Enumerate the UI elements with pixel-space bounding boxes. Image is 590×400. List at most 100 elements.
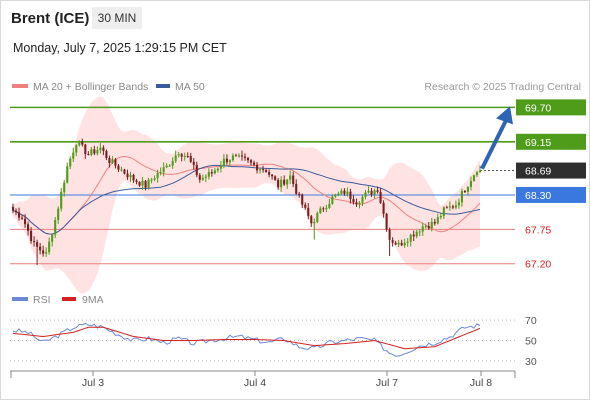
candle-body-129 [400, 242, 403, 246]
candle-body-138 [427, 226, 430, 229]
credit-label: Research © 2025 Trading Central [424, 81, 581, 93]
candle-body-149 [460, 191, 463, 203]
candles [11, 138, 482, 266]
candle-body-101 [316, 213, 319, 222]
candle-body-10 [42, 250, 45, 254]
level-label-2: 68.30 [525, 190, 551, 202]
candle-body-38 [126, 173, 129, 178]
candle-body-130 [403, 242, 406, 246]
candle-body-84 [265, 169, 268, 173]
candle-body-119 [370, 190, 373, 195]
candle-body-131 [406, 241, 409, 243]
last-price-tag [516, 162, 586, 179]
candle-body-126 [391, 239, 394, 243]
candle-body-50 [162, 167, 165, 173]
level-tag-2 [516, 186, 586, 203]
candle-body-79 [249, 160, 253, 163]
candle-body-28 [96, 150, 99, 154]
bollinger-bands [13, 96, 480, 294]
candle-body-116 [361, 196, 364, 203]
rsi-tick-30: 30 [525, 356, 537, 368]
rsi-tick-70: 70 [525, 315, 537, 327]
rsi-ma-legend-swatch [62, 297, 76, 301]
candle-body-60 [192, 161, 195, 165]
candle-body-124 [385, 213, 388, 230]
candle-body-143 [442, 207, 445, 216]
candle-body-54 [174, 155, 177, 162]
candle-body-9 [39, 246, 42, 251]
candle-body-80 [252, 162, 256, 165]
ma20-line [12, 155, 481, 235]
candle-body-64 [204, 176, 207, 178]
level-label-3: 67.75 [525, 224, 551, 236]
candle-body-47 [153, 178, 156, 180]
candle-body-39 [129, 174, 132, 178]
candle-body-137 [424, 226, 427, 228]
candle-body-32 [108, 158, 111, 164]
level-label-4: 67.20 [525, 259, 551, 271]
candle-body-34 [114, 159, 117, 166]
candle-body-127 [394, 242, 397, 245]
candle-body-1 [14, 210, 18, 213]
target-arrow-shaft [480, 119, 508, 170]
candle-body-37 [123, 169, 126, 174]
candle-body-35 [117, 165, 120, 170]
rsi-legend-swatch [12, 297, 28, 301]
candle-body-2 [17, 212, 21, 218]
candle-body-97 [304, 204, 307, 208]
candle-body-29 [99, 147, 102, 151]
x-tick-label-3: Jul 8 [470, 377, 492, 389]
candle-body-36 [120, 169, 123, 171]
candle-body-151 [466, 186, 470, 192]
candle-body-51 [165, 165, 168, 168]
chart-header: Brent (ICE) 30 MIN [0, 0, 590, 36]
candle-body-77 [243, 156, 247, 158]
candle-body-89 [280, 179, 283, 188]
rsi-ma-legend-label: 9MA [82, 294, 104, 306]
candle-body-133 [412, 234, 415, 237]
candle-body-7 [33, 241, 36, 243]
candle-body-96 [301, 194, 304, 205]
candle-body-12 [48, 241, 51, 253]
candle-body-78 [246, 157, 250, 161]
candle-body-63 [201, 177, 204, 180]
candle-body-22 [78, 141, 81, 146]
ma20-legend-label: MA 20 + Bollinger Bands [33, 81, 148, 93]
candle-body-106 [331, 196, 334, 204]
candle-body-114 [355, 202, 358, 205]
moving-averages [12, 155, 481, 235]
candle-body-104 [325, 207, 328, 210]
ma50-legend-label: MA 50 [175, 81, 205, 93]
candle-body-73 [231, 155, 234, 161]
candle-body-67 [213, 170, 216, 174]
candle-body-113 [352, 198, 355, 203]
candle-body-125 [388, 229, 391, 240]
candle-body-108 [337, 193, 340, 196]
candle-body-48 [156, 173, 159, 179]
candle-body-87 [274, 176, 277, 180]
candle-body-134 [415, 231, 418, 237]
candle-body-13 [51, 234, 54, 242]
x-tick-label-1: Jul 4 [244, 377, 266, 389]
candle-body-145 [448, 206, 451, 208]
candle-body-107 [334, 195, 337, 197]
candle-body-82 [259, 169, 262, 171]
candle-body-103 [322, 208, 325, 210]
candle-body-93 [292, 175, 295, 184]
candle-body-147 [454, 205, 457, 208]
candle-body-146 [451, 206, 454, 208]
candle-body-85 [268, 172, 271, 175]
candle-body-75 [237, 155, 241, 157]
timeframe-badge[interactable]: 30 MIN [92, 7, 142, 29]
candle-body-16 [60, 192, 63, 209]
candle-body-112 [349, 191, 352, 199]
candle-body-76 [240, 155, 244, 157]
ma50-line [12, 164, 481, 235]
candle-body-139 [430, 221, 433, 229]
candle-body-31 [105, 150, 108, 159]
candle-body-53 [171, 161, 174, 166]
x-axis: Jul 3 Jul 4 Jul 7 Jul 8 [10, 370, 516, 389]
rsi-ma-line [12, 326, 481, 350]
candle-body-95 [298, 193, 301, 195]
